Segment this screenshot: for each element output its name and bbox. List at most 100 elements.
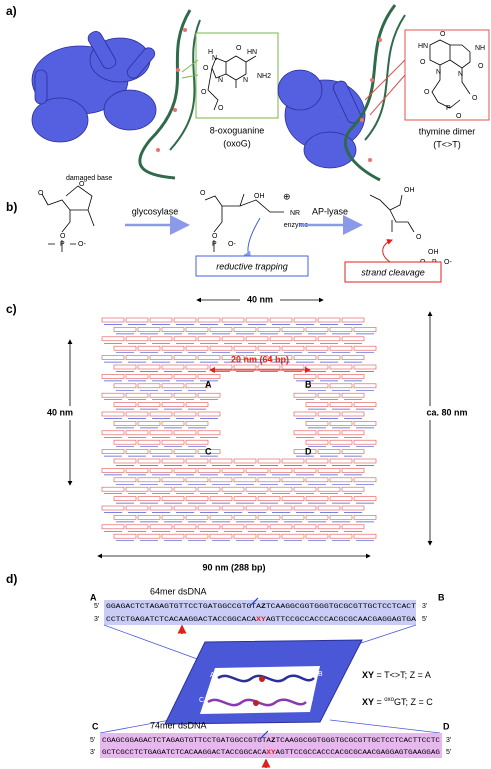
origami-strand (305, 402, 329, 407)
origami-strand (209, 477, 233, 483)
origami-strand (101, 524, 125, 530)
atom-label: N (243, 77, 248, 84)
origami-strand (173, 468, 197, 473)
origami-strand (209, 458, 233, 464)
duplex-box (104, 600, 416, 625)
origami-strand (173, 449, 197, 454)
oxog-name: 8-oxoguanine (210, 125, 265, 135)
origami-strand (341, 449, 365, 454)
origami-strand (101, 374, 125, 379)
cleave-label: strand cleavage (361, 267, 425, 277)
origami-strand (149, 317, 173, 323)
origami-strand (281, 345, 305, 351)
origami-strand (221, 468, 245, 473)
origami-strand (305, 477, 329, 483)
origami-strand (233, 458, 257, 464)
origami-strand (233, 515, 257, 520)
origami-strand (257, 364, 281, 370)
end-label: A (90, 592, 97, 602)
atom-label: P (212, 241, 217, 248)
atom-label: O (416, 234, 422, 241)
origami-strand (101, 486, 125, 492)
shape (378, 38, 382, 42)
origami-strand (305, 421, 329, 426)
origami-strand (161, 458, 185, 464)
atom-label: OH (428, 249, 439, 256)
origami-strand (293, 317, 317, 323)
label-bg (240, 294, 280, 306)
origami-strand (137, 327, 161, 332)
origami-strand (353, 477, 377, 483)
origami-strand (185, 345, 209, 351)
origami-strand (209, 533, 233, 539)
origami-strand (245, 468, 269, 473)
gap-label: 20 nm (64 bp) (231, 354, 289, 364)
shape (429, 39, 471, 109)
atom-label: O (478, 63, 484, 70)
atom-label: N (458, 71, 463, 78)
origami-strand (269, 468, 293, 473)
origami-strand (197, 505, 221, 511)
origami-strand (257, 458, 281, 464)
origami-strand (353, 421, 377, 426)
origami-strand (353, 364, 377, 370)
atom-label: O (38, 190, 44, 197)
origami-strand (149, 411, 173, 417)
trap-box (195, 255, 309, 277)
origami-strand (257, 515, 281, 520)
shape (204, 193, 284, 252)
shape (369, 194, 415, 233)
shape (183, 28, 187, 32)
origami-strand (341, 468, 365, 473)
origami-strand (173, 336, 197, 342)
origami-strand (137, 496, 161, 501)
cleave-box (344, 261, 442, 283)
atom-label: N (212, 55, 217, 62)
origami-strand (305, 364, 329, 370)
panel-b: b) O O O P O- damaged base glycosylase O… (6, 175, 452, 283)
helices (207, 674, 315, 707)
shape (217, 674, 315, 683)
origami-strand (353, 439, 377, 445)
origami-strand (161, 345, 185, 351)
shape (207, 698, 307, 707)
origami-strand (233, 533, 257, 539)
origami-strand (149, 392, 173, 398)
origami-strand (149, 374, 173, 379)
origami-strand (209, 515, 233, 520)
origami-strand (329, 421, 353, 426)
atom-label: 3' (90, 749, 95, 756)
atom-label: OH (254, 193, 265, 200)
origami-strand (149, 468, 173, 473)
intermediate: OH NR ⊕ enzyme O O P O- (200, 190, 308, 252)
origami-strand (173, 505, 197, 511)
origami-strand (341, 317, 365, 323)
origami-strand (281, 327, 305, 332)
origami-strand (305, 515, 329, 520)
origami-strand (113, 439, 137, 445)
origami-strand (101, 336, 125, 342)
shape (360, 38, 382, 162)
atom-label: NH2 (257, 73, 271, 80)
end-label: B (438, 592, 445, 602)
origami-strand (185, 383, 209, 389)
origami-strand (101, 430, 125, 436)
origami-strand (173, 524, 197, 530)
legend-line: XY = T<>T; Z = A (362, 670, 431, 680)
origami-strand (137, 515, 161, 520)
sequence: CCTCTGAGATCTCACAAGGACTACCGGCACA XY AGTTCCG… (106, 616, 417, 623)
atom-label: O (440, 31, 446, 38)
origami-strand (197, 392, 221, 398)
origami-strand (341, 505, 365, 511)
origami-strand (173, 317, 197, 323)
origami-strand (269, 486, 293, 492)
origami-strand (125, 505, 149, 511)
site-label: D (305, 446, 312, 456)
origami-strand (329, 364, 353, 370)
origami-strand (257, 345, 281, 351)
connector (99, 624, 441, 734)
origami-strand (197, 374, 221, 379)
atom-label: O (420, 59, 426, 66)
